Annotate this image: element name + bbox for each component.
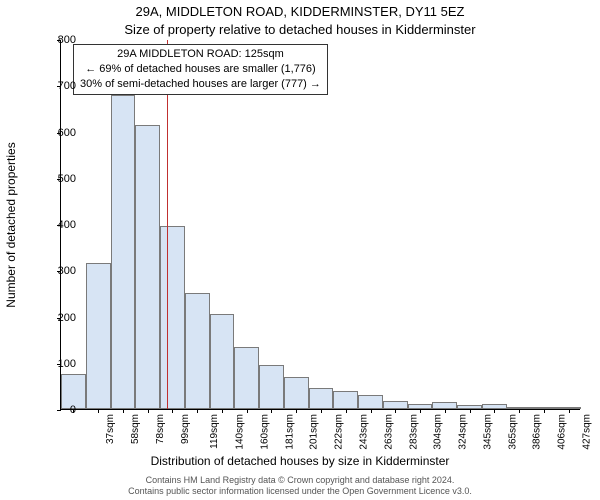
x-tick-mark [172, 409, 173, 413]
histogram-bar [86, 263, 111, 409]
histogram-bar [210, 314, 235, 409]
x-tick-mark [247, 409, 248, 413]
y-axis-label-text: Number of detached properties [4, 142, 18, 307]
footer-attribution: Contains HM Land Registry data © Crown c… [0, 475, 600, 498]
x-tick-label: 283sqm [408, 414, 419, 450]
x-tick-label: 119sqm [209, 414, 220, 449]
annotation-line1: 29A MIDDLETON ROAD: 125sqm [80, 47, 321, 62]
histogram-bar [284, 377, 309, 409]
x-tick-mark [371, 409, 372, 413]
x-tick-label: 406sqm [557, 414, 568, 450]
x-tick-label: 243sqm [359, 414, 370, 450]
x-tick-mark [123, 409, 124, 413]
y-tick-label: 0 [36, 404, 76, 416]
y-tick-label: 200 [36, 312, 76, 324]
footer-line1: Contains HM Land Registry data © Crown c… [0, 475, 600, 487]
x-tick-mark [420, 409, 421, 413]
x-tick-label: 140sqm [235, 414, 246, 450]
x-tick-mark [222, 409, 223, 413]
footer-line2: Contains public sector information licen… [0, 486, 600, 498]
x-tick-mark [197, 409, 198, 413]
annotation-line2: ← 69% of detached houses are smaller (1,… [80, 62, 321, 77]
x-tick-label: 181sqm [284, 414, 295, 450]
x-tick-mark [445, 409, 446, 413]
x-tick-label: 99sqm [180, 414, 191, 444]
y-tick-label: 100 [36, 358, 76, 370]
x-tick-label: 365sqm [507, 414, 518, 450]
x-tick-mark [148, 409, 149, 413]
x-tick-mark [569, 409, 570, 413]
y-axis-label: Number of detached properties [4, 60, 18, 225]
histogram-bar [234, 347, 259, 409]
x-tick-label: 222sqm [334, 414, 345, 450]
histogram-bar [135, 125, 160, 409]
x-tick-mark [98, 409, 99, 413]
x-tick-label: 304sqm [433, 414, 444, 450]
x-tick-label: 160sqm [260, 414, 271, 450]
y-tick-label: 800 [36, 34, 76, 46]
x-tick-mark [271, 409, 272, 413]
reference-line [167, 40, 168, 409]
chart-title-main: 29A, MIDDLETON ROAD, KIDDERMINSTER, DY11… [0, 4, 600, 19]
y-tick-label: 500 [36, 173, 76, 185]
x-tick-mark [395, 409, 396, 413]
x-tick-label: 78sqm [155, 414, 166, 444]
x-tick-label: 427sqm [581, 414, 592, 450]
histogram-bar [259, 365, 284, 409]
x-tick-label: 37sqm [105, 414, 116, 444]
histogram-bar [309, 388, 334, 409]
x-tick-mark [494, 409, 495, 413]
x-axis-label: Distribution of detached houses by size … [0, 454, 600, 468]
x-tick-label: 386sqm [532, 414, 543, 450]
x-tick-label: 324sqm [458, 414, 469, 450]
chart-title-sub: Size of property relative to detached ho… [0, 22, 600, 37]
x-tick-label: 345sqm [482, 414, 493, 450]
chart-container: 29A, MIDDLETON ROAD, KIDDERMINSTER, DY11… [0, 0, 600, 500]
x-tick-mark [544, 409, 545, 413]
histogram-bar [358, 395, 383, 409]
x-tick-label: 58sqm [130, 414, 141, 444]
histogram-bar [432, 402, 457, 409]
histogram-bar [160, 226, 185, 409]
x-tick-label: 201sqm [309, 414, 320, 450]
x-tick-mark [321, 409, 322, 413]
x-tick-mark [519, 409, 520, 413]
y-tick-label: 300 [36, 265, 76, 277]
histogram-bar [111, 95, 136, 410]
x-tick-mark [470, 409, 471, 413]
y-tick-label: 700 [36, 80, 76, 92]
plot-area: 29A MIDDLETON ROAD: 125sqm ← 69% of deta… [60, 40, 580, 410]
x-tick-mark [346, 409, 347, 413]
annotation-box: 29A MIDDLETON ROAD: 125sqm ← 69% of deta… [73, 44, 328, 95]
y-tick-label: 400 [36, 219, 76, 231]
x-tick-label: 263sqm [383, 414, 394, 450]
histogram-bar [333, 391, 358, 410]
histogram-bar [383, 401, 408, 409]
x-tick-mark [296, 409, 297, 413]
annotation-line3: 30% of semi-detached houses are larger (… [80, 77, 321, 92]
y-tick-label: 600 [36, 127, 76, 139]
histogram-bar [185, 293, 210, 409]
